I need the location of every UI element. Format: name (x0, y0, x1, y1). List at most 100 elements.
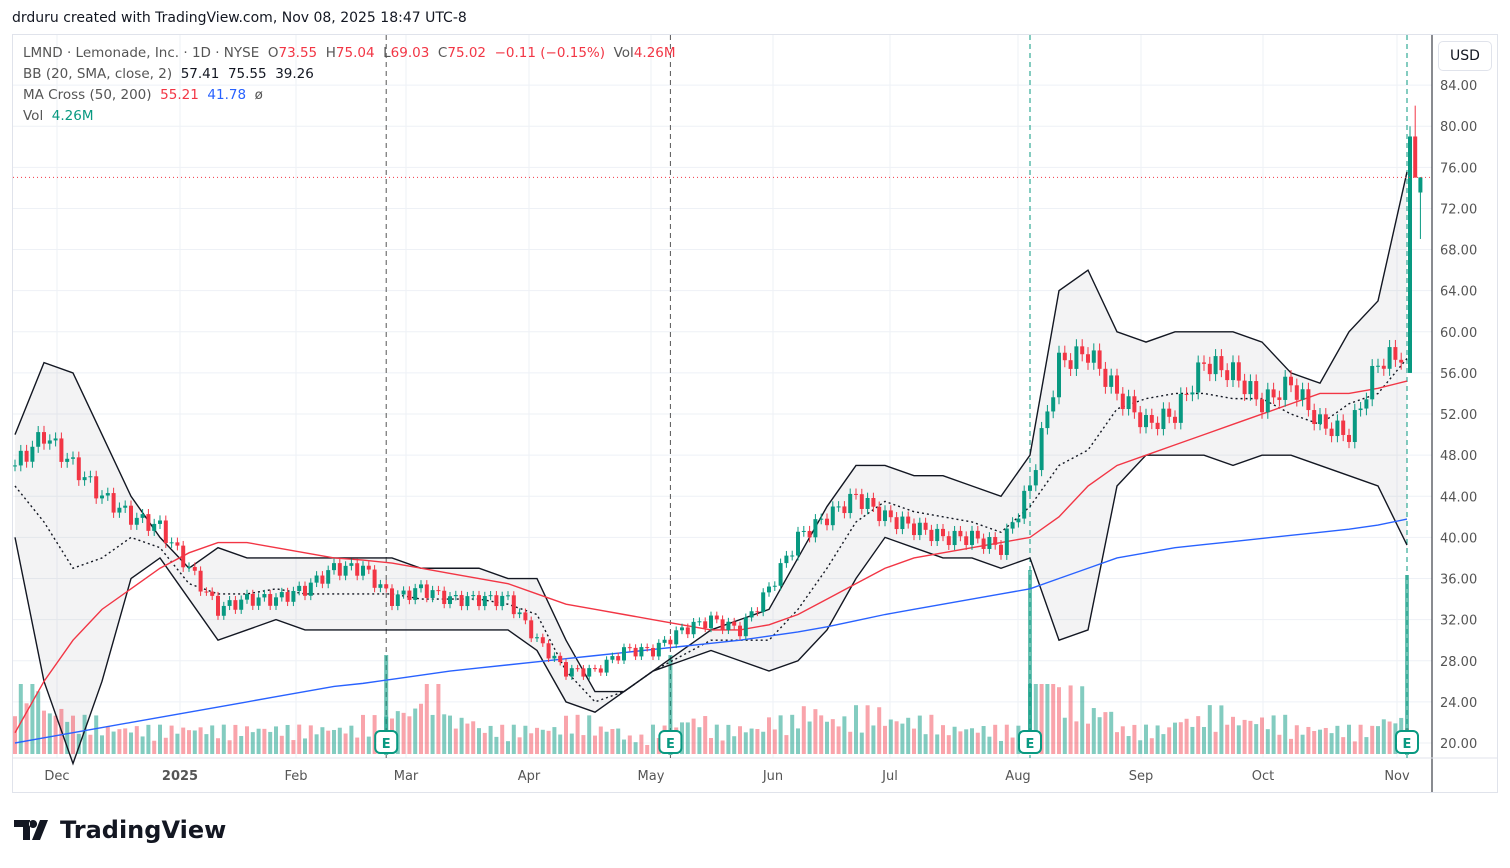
price-chart[interactable]: 84.00 80.00 76.00 72.00 68.00 64.00 60.00 56.00… (0, 0, 1510, 800)
volume-bar (494, 736, 499, 754)
volume-bar (1080, 686, 1085, 754)
candle-body (668, 639, 673, 645)
candle-body (796, 531, 800, 556)
candle-body (1418, 177, 1423, 193)
candle-body (355, 563, 360, 576)
candle-body (1236, 362, 1241, 381)
high-value: 75.04 (335, 45, 375, 61)
candle-body (709, 615, 713, 629)
candle-body (743, 617, 748, 637)
symbol-label[interactable]: LMND · Lemonade, Inc. · 1D · NYSE (23, 45, 260, 61)
candle-body (465, 596, 470, 607)
volume-bar (268, 731, 273, 754)
candle-body (575, 668, 580, 670)
candle-body (262, 594, 267, 598)
earnings-marker (374, 730, 399, 754)
candle-body (825, 518, 829, 526)
earnings-label: E (1403, 737, 1412, 752)
candle-body (82, 477, 87, 481)
candle-body (42, 432, 46, 444)
volume-bar (854, 705, 858, 754)
candle-body (274, 597, 278, 606)
volume-bar (935, 734, 940, 754)
chart-credit: drduru created with TradingView.com, Nov… (12, 10, 467, 26)
candle-body (523, 612, 528, 621)
vol-legend[interactable]: Vol 4.26M (23, 108, 94, 124)
volume-bar (616, 728, 621, 754)
volume-bar (303, 738, 307, 754)
volume-bar (163, 737, 168, 754)
volume-bar (1074, 721, 1079, 754)
volume-bar (94, 715, 99, 754)
candle-body (587, 668, 592, 677)
candle-body (1051, 397, 1056, 412)
volume-bar (1097, 717, 1102, 754)
volume-bar (743, 732, 748, 754)
y-tick-label: 44.00 (1440, 490, 1477, 505)
candle-body (1091, 350, 1096, 363)
candle-body (100, 495, 104, 499)
volume-bar (975, 732, 980, 754)
low-value: 69.03 (390, 45, 430, 61)
volume-bar (488, 725, 493, 754)
volume-bar (430, 714, 435, 754)
vol2-label: Vol (23, 108, 44, 124)
volume-bar (691, 718, 696, 754)
candle-body (372, 569, 377, 588)
volume-bar (459, 717, 464, 754)
volume-bar (529, 733, 534, 754)
volume-bar (221, 724, 226, 754)
y-tick-label: 28.00 (1440, 655, 1477, 670)
volume-bar (1236, 725, 1241, 754)
volume-bar (1248, 720, 1253, 754)
candle-body (883, 510, 887, 522)
candle-body (790, 555, 795, 557)
volume-bar (987, 736, 992, 754)
candle-body (337, 563, 342, 576)
volume-bar (1294, 725, 1299, 754)
candle-body (1033, 470, 1038, 486)
candle-body (227, 600, 232, 606)
bb-legend[interactable]: BB (20, SMA, close, 2) 57.41 75.55 39.26 (23, 66, 314, 82)
ma-legend[interactable]: MA Cross (50, 200) 55.21 41.78 ø (23, 87, 263, 103)
currency-button[interactable]: USD (1438, 41, 1492, 71)
volume-bar (256, 728, 261, 754)
candle-body (488, 595, 493, 597)
candle-body (395, 594, 400, 606)
volume-bar (1010, 737, 1015, 754)
candle-body (53, 438, 58, 441)
candle-body (1103, 368, 1108, 387)
volume-bar (1051, 684, 1056, 754)
candle-body (413, 588, 418, 600)
volume-bar (1039, 684, 1044, 754)
candle-body (1132, 396, 1137, 413)
candle-body (24, 450, 29, 462)
volume-bar (175, 733, 180, 754)
candle-body (1173, 416, 1177, 423)
candle-body (314, 575, 319, 583)
volume-bar (187, 730, 191, 754)
candle-body (1254, 381, 1259, 400)
candle-body (1004, 528, 1009, 555)
candle-body (1184, 393, 1189, 395)
candle-body (1323, 414, 1328, 429)
x-tick-label: Nov (1384, 769, 1410, 784)
candle-body (210, 591, 215, 596)
candle-body (1097, 350, 1102, 369)
volume-bar (1323, 727, 1328, 754)
x-tick-label: Mar (394, 769, 419, 784)
candle-body (1225, 370, 1230, 381)
volume-bar (1144, 724, 1148, 754)
candle-body (181, 545, 186, 568)
candle-body (1318, 414, 1322, 425)
volume-bar (146, 724, 151, 754)
candle-body (993, 537, 998, 545)
candle-body (152, 523, 157, 531)
candle-body (1045, 411, 1050, 429)
volume-bar (796, 728, 800, 754)
candle-body (158, 520, 162, 524)
volume-bar (511, 724, 516, 754)
candle-body (506, 595, 510, 597)
candle-body (1196, 362, 1201, 393)
tradingview-logo[interactable]: TradingView (14, 816, 226, 844)
